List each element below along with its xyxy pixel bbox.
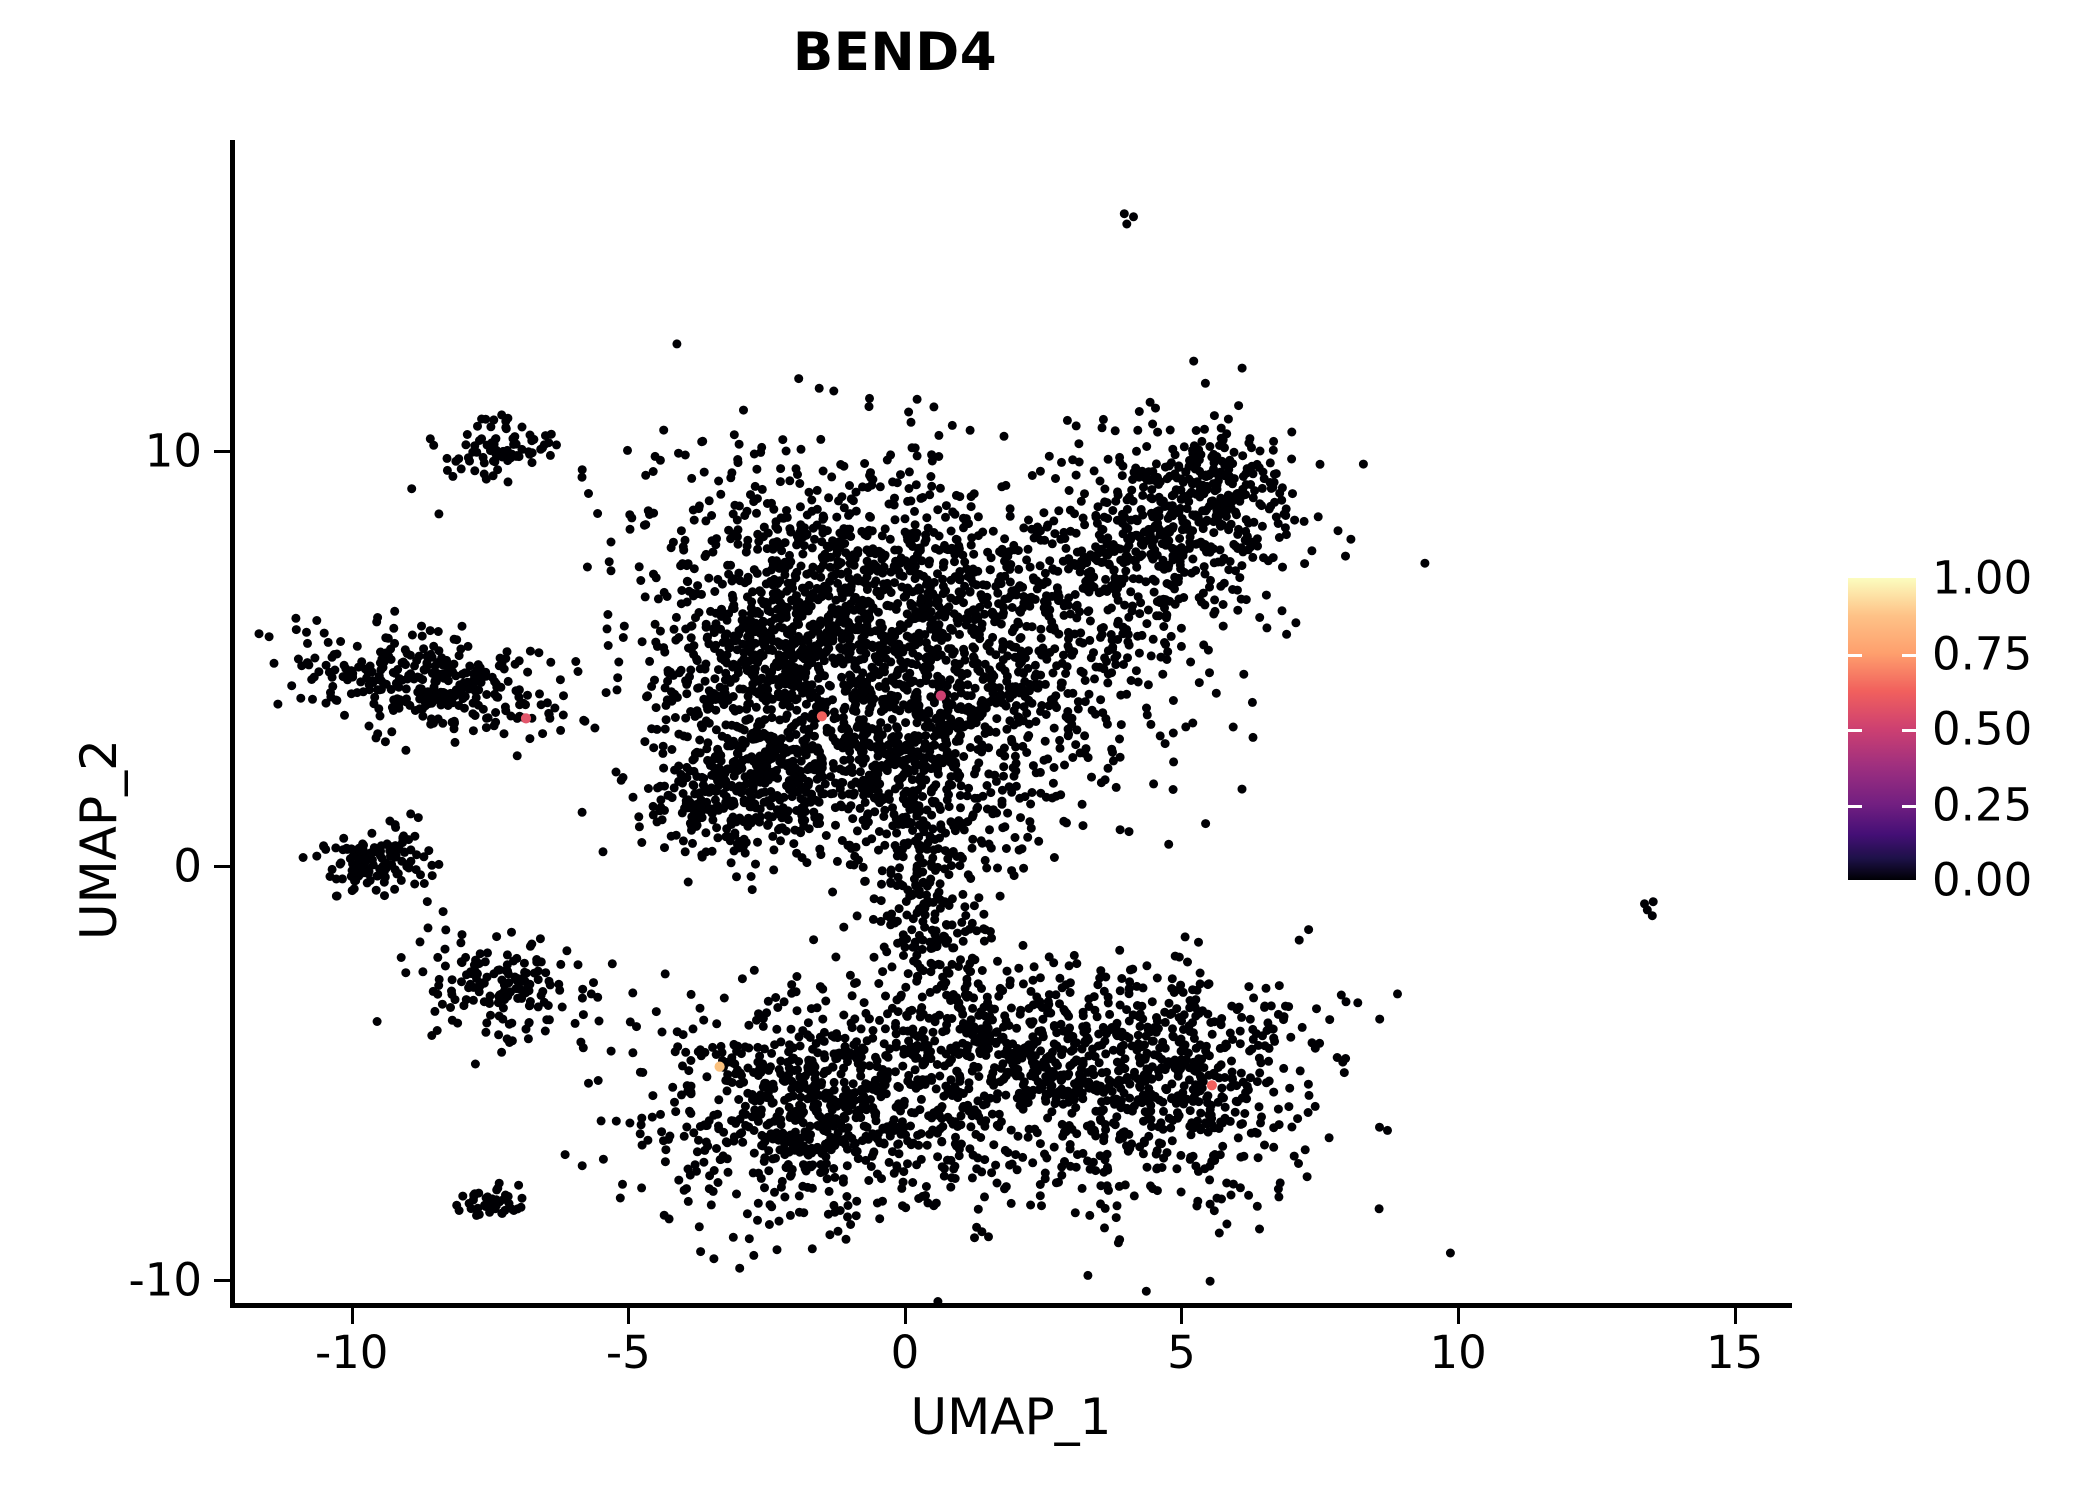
y-axis-label: UMAP_2 — [70, 739, 128, 940]
colorbar-tick-label: 0.75 — [1932, 627, 2033, 680]
y-tick-mark — [214, 449, 230, 453]
y-tick-mark — [214, 1279, 230, 1283]
scatter-canvas — [254, 209, 1658, 1305]
highlighted-point — [816, 711, 828, 722]
scatter-points-layer — [254, 209, 1658, 1305]
highlighted-point — [520, 713, 532, 724]
y-axis-spine — [230, 140, 235, 1308]
highlighted-point — [714, 1061, 725, 1072]
x-tick-label: 0 — [890, 1326, 920, 1379]
colorbar-tick-mark — [1848, 804, 1916, 808]
x-tick-mark — [1457, 1308, 1461, 1324]
colorbar-tick-mark — [1848, 653, 1916, 657]
highlighted-points-layer — [520, 690, 1217, 1091]
colorbar-tick-mark — [1848, 729, 1916, 732]
x-tick-label: -5 — [605, 1326, 651, 1379]
x-tick-mark — [1733, 1308, 1737, 1324]
page-title: BEND4 — [792, 22, 998, 83]
colorbar-tick-label: 0.00 — [1932, 853, 2033, 907]
x-tick-label: -10 — [314, 1326, 389, 1379]
y-tick-label: -10 — [128, 1253, 203, 1307]
x-tick-label: 5 — [1167, 1326, 1196, 1379]
plot-area — [230, 140, 1790, 1305]
highlighted-point — [935, 690, 947, 701]
colorbar-tick-label: 1.00 — [1932, 551, 2033, 605]
y-tick-label: 10 — [144, 424, 202, 478]
colorbar-tick-label: 0.50 — [1932, 702, 2033, 756]
x-axis-spine — [230, 1303, 1792, 1308]
x-tick-label: 15 — [1706, 1326, 1764, 1379]
colorbar-tick-label: 0.25 — [1932, 778, 2033, 831]
y-tick-label: 0 — [173, 839, 202, 893]
x-tick-mark — [627, 1308, 631, 1324]
x-axis-label: UMAP_1 — [910, 1388, 1112, 1446]
colorbar-tick-mark — [1848, 880, 1916, 883]
x-tick-mark — [903, 1308, 907, 1324]
y-tick-mark — [214, 864, 230, 868]
highlighted-point — [1206, 1080, 1217, 1091]
x-tick-label: 10 — [1429, 1326, 1487, 1379]
x-tick-mark — [350, 1308, 354, 1324]
x-tick-mark — [1180, 1308, 1184, 1324]
